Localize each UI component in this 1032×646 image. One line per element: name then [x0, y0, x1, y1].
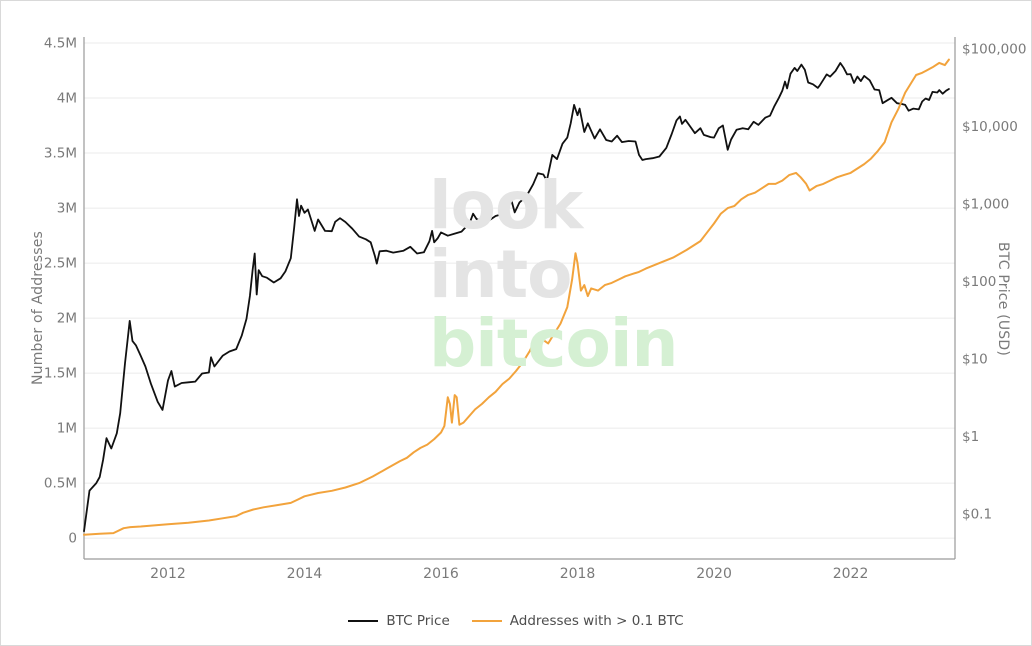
y-left-tick-label: 3.5M [44, 146, 77, 162]
x-tick-label: 2020 [696, 566, 732, 582]
y-right-tick-label: $10 [962, 351, 988, 367]
y-left-tick-label: 3M [57, 201, 77, 217]
legend-label-addresses: Addresses with > 0.1 BTC [509, 613, 684, 629]
x-tick-label: 2022 [833, 566, 869, 582]
y-right-tick-label: $0.1 [962, 506, 992, 522]
y-left-tick-label: 1M [57, 421, 77, 437]
y-left-tick-label: 4.5M [44, 36, 77, 52]
left-axis-title: Number of Addresses [30, 230, 46, 386]
legend-item-addresses[interactable]: Addresses with > 0.1 BTC [471, 613, 684, 629]
btc-price-line-swatch [348, 620, 379, 622]
x-tick-label: 2012 [150, 566, 186, 582]
y-left-tick-label: 2M [57, 311, 77, 327]
y-left-tick-label: 1.5M [44, 366, 77, 382]
legend-item-btc-price[interactable]: BTC Price [348, 613, 450, 629]
x-tick-label: 2018 [560, 566, 596, 582]
y-right-tick-label: $10,000 [962, 119, 1018, 135]
y-left-tick-label: 0 [68, 531, 77, 547]
y-left-tick-label: 4M [57, 91, 77, 107]
y-right-tick-label: $1 [962, 429, 979, 445]
series-line-addresses[interactable] [83, 58, 950, 536]
series-line-btc-price[interactable] [83, 62, 950, 533]
y-left-tick-label: 2.5M [44, 256, 77, 272]
chart-legend: BTC Price Addresses with > 0.1 BTC [1, 613, 1031, 629]
y-left-tick-label: 0.5M [44, 476, 77, 492]
addresses-line-swatch [471, 620, 502, 622]
right-axis-title: BTC Price (USD) [995, 241, 1011, 357]
y-right-tick-label: $1,000 [962, 196, 1009, 212]
y-right-tick-label: $100,000 [962, 42, 1026, 58]
x-tick-label: 2016 [423, 566, 459, 582]
x-tick-label: 2014 [287, 566, 323, 582]
legend-label-btc-price: BTC Price [386, 613, 450, 629]
y-right-tick-label: $100 [962, 274, 996, 290]
